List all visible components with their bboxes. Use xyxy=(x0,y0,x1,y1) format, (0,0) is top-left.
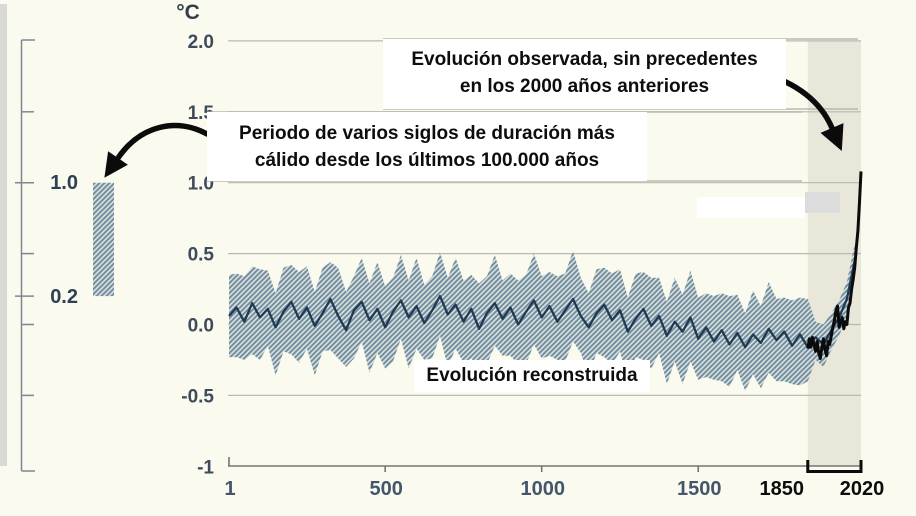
warm-period-annotation-line2: cálido desde los últimos 100.000 años xyxy=(254,150,600,171)
warm-period-arrow xyxy=(104,122,210,178)
warm-period-annotation-line1: Periodo de varios siglos de duración más xyxy=(239,123,615,144)
observed-annotation-line2: en los 2000 años anteriores xyxy=(459,76,710,97)
reconstructed-series-label: Evolución reconstruida xyxy=(414,360,650,392)
left-scale-label-1-0: 1.0 xyxy=(50,172,78,194)
reconstructed-line xyxy=(228,260,856,349)
gray-patch xyxy=(805,192,840,213)
warming-range-bar xyxy=(93,182,114,297)
y-tick-label: 0.0 xyxy=(188,316,214,337)
x-tick-label: 1 xyxy=(224,478,235,500)
left-scale-label-0-2: 0.2 xyxy=(50,286,78,308)
observed-arrowhead-icon xyxy=(820,123,844,151)
y-tick-label: 0.5 xyxy=(188,245,215,266)
highlight-bracket xyxy=(806,460,863,473)
y-tick-label: -0.5 xyxy=(181,386,214,407)
observed-annotation: Evolución observada, sin precedentes en … xyxy=(383,39,786,109)
x-tick-label: 1000 xyxy=(520,478,565,500)
x-tick-label: 500 xyxy=(370,478,403,500)
page-edge-strip xyxy=(0,4,7,466)
white-patch xyxy=(697,197,805,218)
y-tick-label: 2.0 xyxy=(188,32,214,53)
x-tick-label: 2020 xyxy=(840,478,885,500)
x-tick-label: 1500 xyxy=(677,478,722,500)
x-tick-label: 1850 xyxy=(760,478,805,500)
y-axis-unit-label: °C xyxy=(176,1,200,24)
y-tick-label: -1 xyxy=(197,457,214,478)
left-scale-axis xyxy=(15,39,35,472)
observed-line xyxy=(806,171,863,360)
observed-annotation-line1: Evolución observada, sin precedentes xyxy=(411,49,758,70)
warm-period-arrowhead-icon xyxy=(104,151,128,178)
warm-period-annotation: Periodo de varios siglos de duración más… xyxy=(207,112,647,181)
